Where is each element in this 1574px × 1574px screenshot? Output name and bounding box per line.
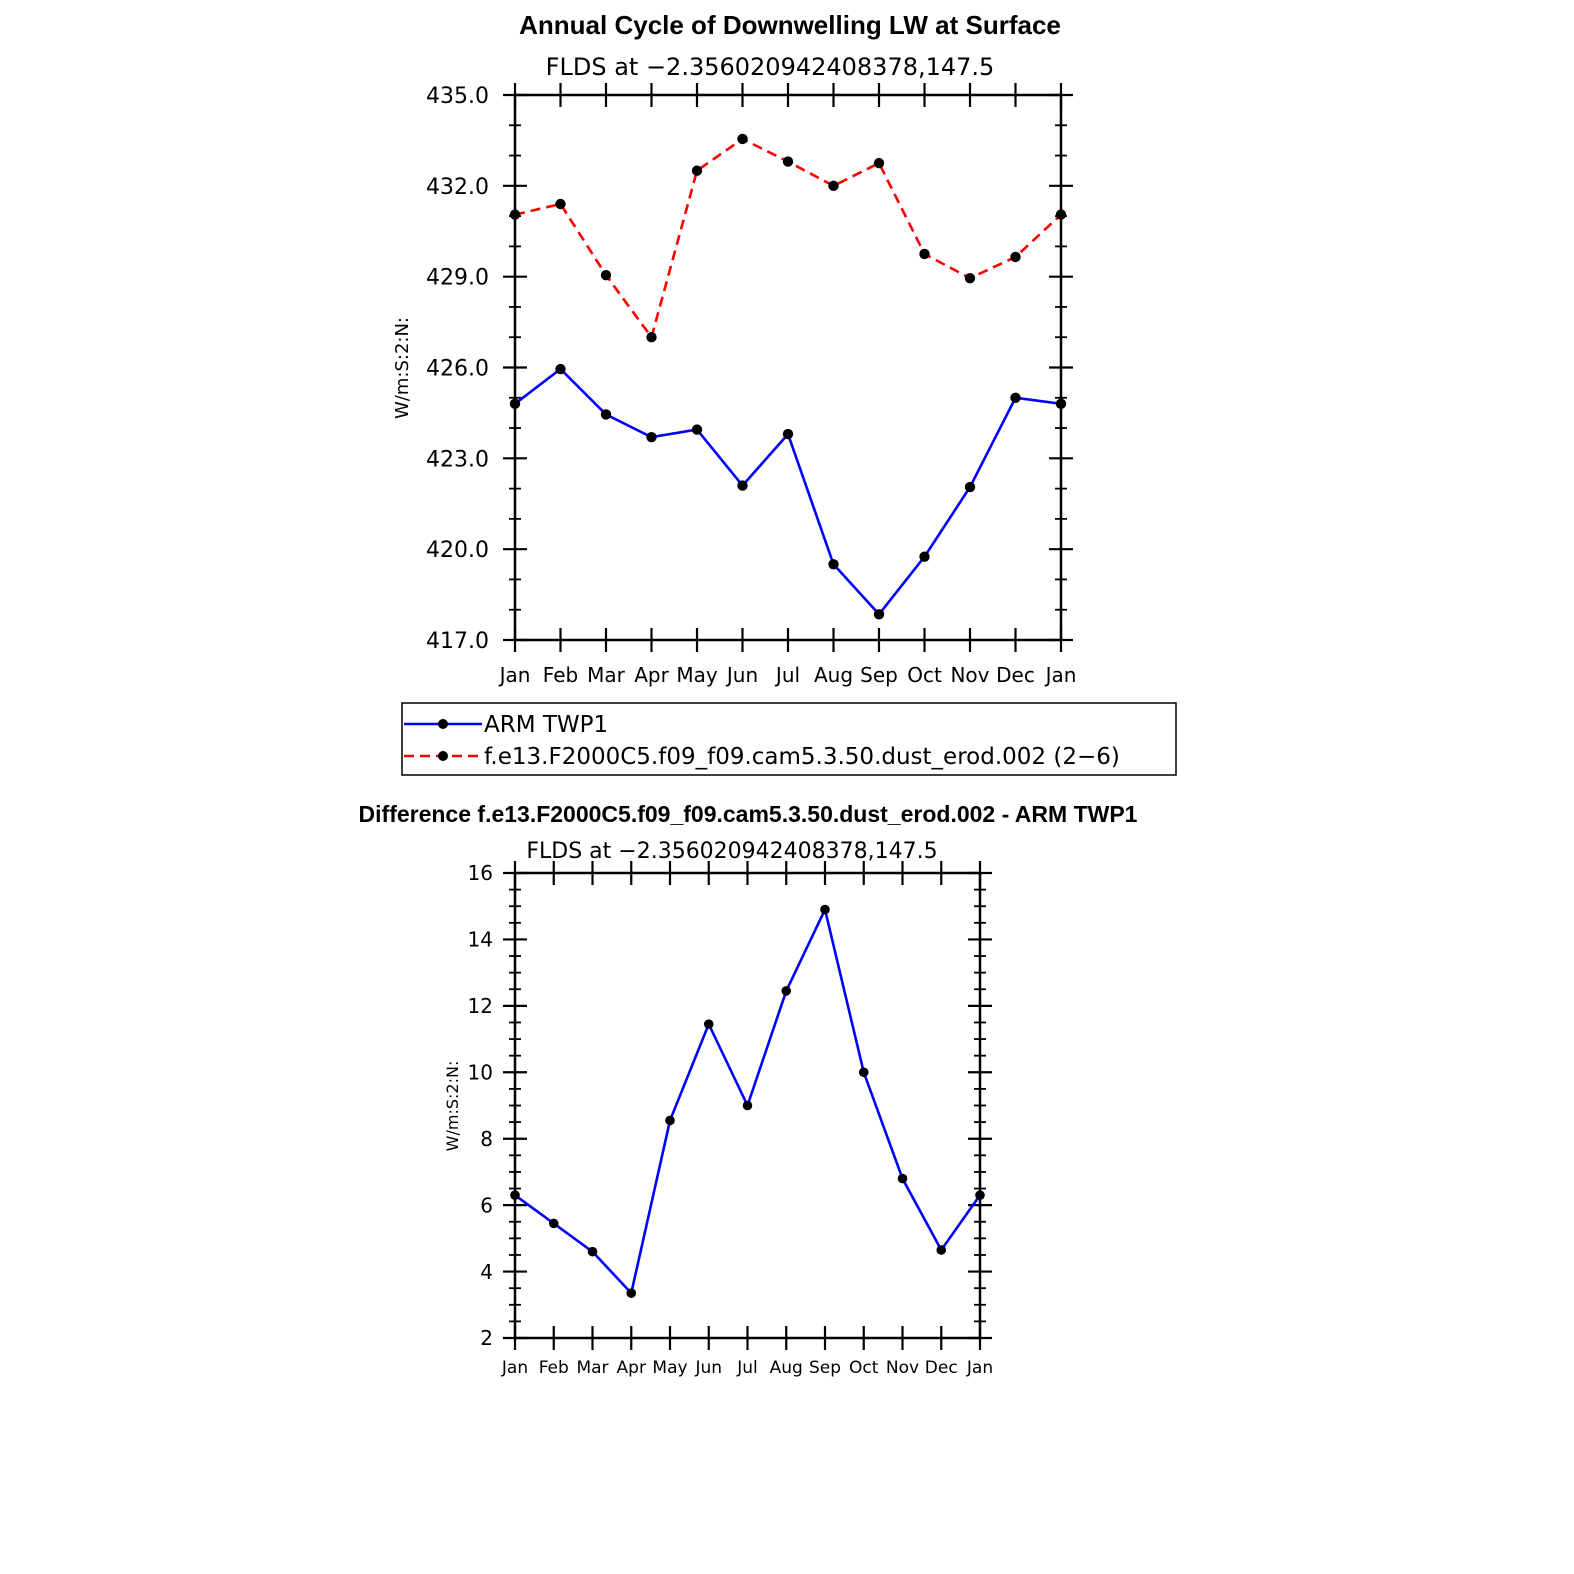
chart1-plot-frame — [513, 93, 1063, 642]
legend-swatch-marker — [438, 719, 448, 729]
chart1-series-2-point — [509, 209, 521, 220]
chart1-ytick-label: 432.0 — [426, 175, 489, 200]
chart1-series-2-point — [828, 180, 839, 192]
chart2-series-1-point — [665, 1115, 675, 1126]
chart1-series-2-point — [919, 248, 930, 260]
chart1-series-1-point — [646, 431, 657, 443]
chart2-ylabel: W/m:S:2:N: — [443, 1061, 462, 1152]
chart1-series-1-line — [514, 367, 1062, 616]
chart1-xtick-label: Jun — [725, 663, 758, 687]
chart2-title: Difference f.e13.F2000C5.f09_f09.cam5.3.… — [359, 801, 1138, 827]
chart1-series-2-point — [555, 198, 566, 210]
chart1-ytick-label: 417.0 — [426, 629, 489, 654]
chart1-series-1-point — [600, 409, 612, 420]
chart2-ytick-label: 4 — [480, 1260, 493, 1284]
chart1-xtick-label: Nov — [950, 663, 989, 687]
chart2-ytick-label: 14 — [468, 928, 493, 952]
chart2-series-1-point — [742, 1100, 753, 1111]
chart1-series-2-point — [691, 165, 703, 176]
chart1-xtick-label: Dec — [996, 663, 1035, 687]
chart2-series-1-point — [975, 1190, 985, 1200]
chart2-ytick-label: 2 — [480, 1326, 493, 1350]
legend-swatch-marker — [438, 751, 448, 761]
chart2-xtick-label: Jan — [501, 1358, 528, 1378]
chart2-xtick-label: Apr — [617, 1358, 646, 1378]
chart1-series-2-point — [646, 332, 657, 343]
chart2-xtick-label: Jul — [736, 1358, 758, 1378]
chart1-xtick-label: Aug — [814, 663, 853, 687]
chart1-series-2-point — [964, 272, 976, 284]
chart2-series-1-point — [897, 1173, 908, 1184]
chart1-series-1-point — [737, 480, 748, 491]
chart1-xtick-label: Apr — [634, 663, 669, 687]
chart2-series-1-point — [703, 1019, 714, 1029]
chart2-series-1-point — [936, 1245, 947, 1255]
chart1-xtick-label: Jul — [774, 663, 800, 687]
chart1-xtick-label: Mar — [587, 663, 626, 687]
chart1-series-1-point — [919, 551, 930, 562]
chart2-ytick-label: 8 — [480, 1127, 493, 1151]
chart1-series-2-point — [1010, 251, 1021, 263]
chart1-series-2-point — [873, 157, 885, 169]
chart1-series-1-point — [964, 481, 976, 493]
chart1-xtick-label: Jan — [498, 663, 531, 687]
chart1-series-2-point — [782, 156, 794, 167]
chart1-legend: ARM TWP1 f.e13.F2000C5.f09_f09.cam5.3.50.… — [401, 702, 1177, 776]
chart2-ytick-label: 10 — [468, 1060, 493, 1084]
chart2-series-1-point — [587, 1246, 598, 1257]
chart1-ytick-label: 429.0 — [426, 266, 489, 291]
chart1-series-2-line — [514, 137, 1062, 339]
chart1-ytick-label: 423.0 — [426, 447, 489, 472]
chart1-title: Annual Cycle of Downwelling LW at Surfac… — [519, 10, 1061, 40]
chart1-series-2-point — [600, 269, 612, 281]
chart2-xtick-label: Aug — [770, 1358, 803, 1378]
legend-entry-label: ARM TWP1 — [484, 712, 608, 738]
chart1-series-1-point — [509, 398, 521, 410]
chart2-series-1-point — [548, 1218, 559, 1229]
chart1-series-1-point — [691, 424, 703, 435]
chart2-ytick-label: 16 — [468, 861, 493, 885]
chart1-series-1-point — [555, 363, 566, 375]
chart2-subtitle: FLDS at −2.356020942408378,147.5 — [526, 839, 937, 864]
chart1-xtick-label: Jan — [1044, 663, 1077, 687]
chart2-xtick-label: May — [652, 1358, 687, 1378]
chart2-series-1-point — [820, 904, 830, 915]
chart2-series-1-point — [781, 986, 792, 996]
chart1-series-1-point — [1010, 392, 1021, 403]
chart2-xtick-label: Mar — [576, 1358, 608, 1378]
chart1-series-2-point — [737, 133, 748, 145]
chart2-series-1-point — [626, 1288, 637, 1298]
chart2-series-1-point — [858, 1067, 869, 1078]
chart1-series-1-point — [1055, 398, 1067, 410]
chart1-xtick-label: Oct — [907, 663, 942, 687]
difference-chart: Difference f.e13.F2000C5.f09_f09.cam5.3.… — [359, 801, 1138, 1378]
chart1-series-1-point — [782, 428, 794, 440]
chart2-xtick-label: Jan — [966, 1358, 993, 1378]
chart1-series-2-point — [1055, 209, 1067, 220]
chart2-xtick-label: Sep — [809, 1358, 841, 1378]
chart1-ylabel: W/m:S:2:N: — [392, 317, 413, 419]
chart1-ytick-label: 426.0 — [426, 356, 489, 381]
chart2-xtick-label: Jun — [694, 1358, 722, 1378]
chart2-ytick-label: 12 — [468, 994, 493, 1018]
chart1-ytick-label: 435.0 — [426, 84, 489, 109]
chart2-ytick-label: 6 — [480, 1193, 493, 1217]
chart1-xtick-label: Sep — [860, 663, 898, 687]
chart1-xtick-label: May — [676, 663, 718, 687]
annual-cycle-chart: Annual Cycle of Downwelling LW at Surfac… — [392, 10, 1177, 776]
chart1-ytick-label: 420.0 — [426, 538, 489, 563]
chart2-xtick-label: Feb — [539, 1358, 569, 1378]
chart1-series-1-point — [828, 559, 839, 570]
chart2-xtick-label: Nov — [886, 1358, 919, 1378]
chart1-series-1-point — [873, 609, 885, 620]
chart2-xtick-label: Oct — [849, 1358, 879, 1378]
chart2-series-1-point — [510, 1190, 520, 1200]
legend-entry-label: f.e13.F2000C5.f09_f09.cam5.3.50.dust_ero… — [484, 744, 1120, 770]
chart1-subtitle: FLDS at −2.356020942408378,147.5 — [546, 53, 995, 81]
legend-box — [401, 702, 1177, 776]
chart2-xtick-label: Dec — [925, 1358, 958, 1378]
chart1-xtick-label: Feb — [543, 663, 578, 687]
